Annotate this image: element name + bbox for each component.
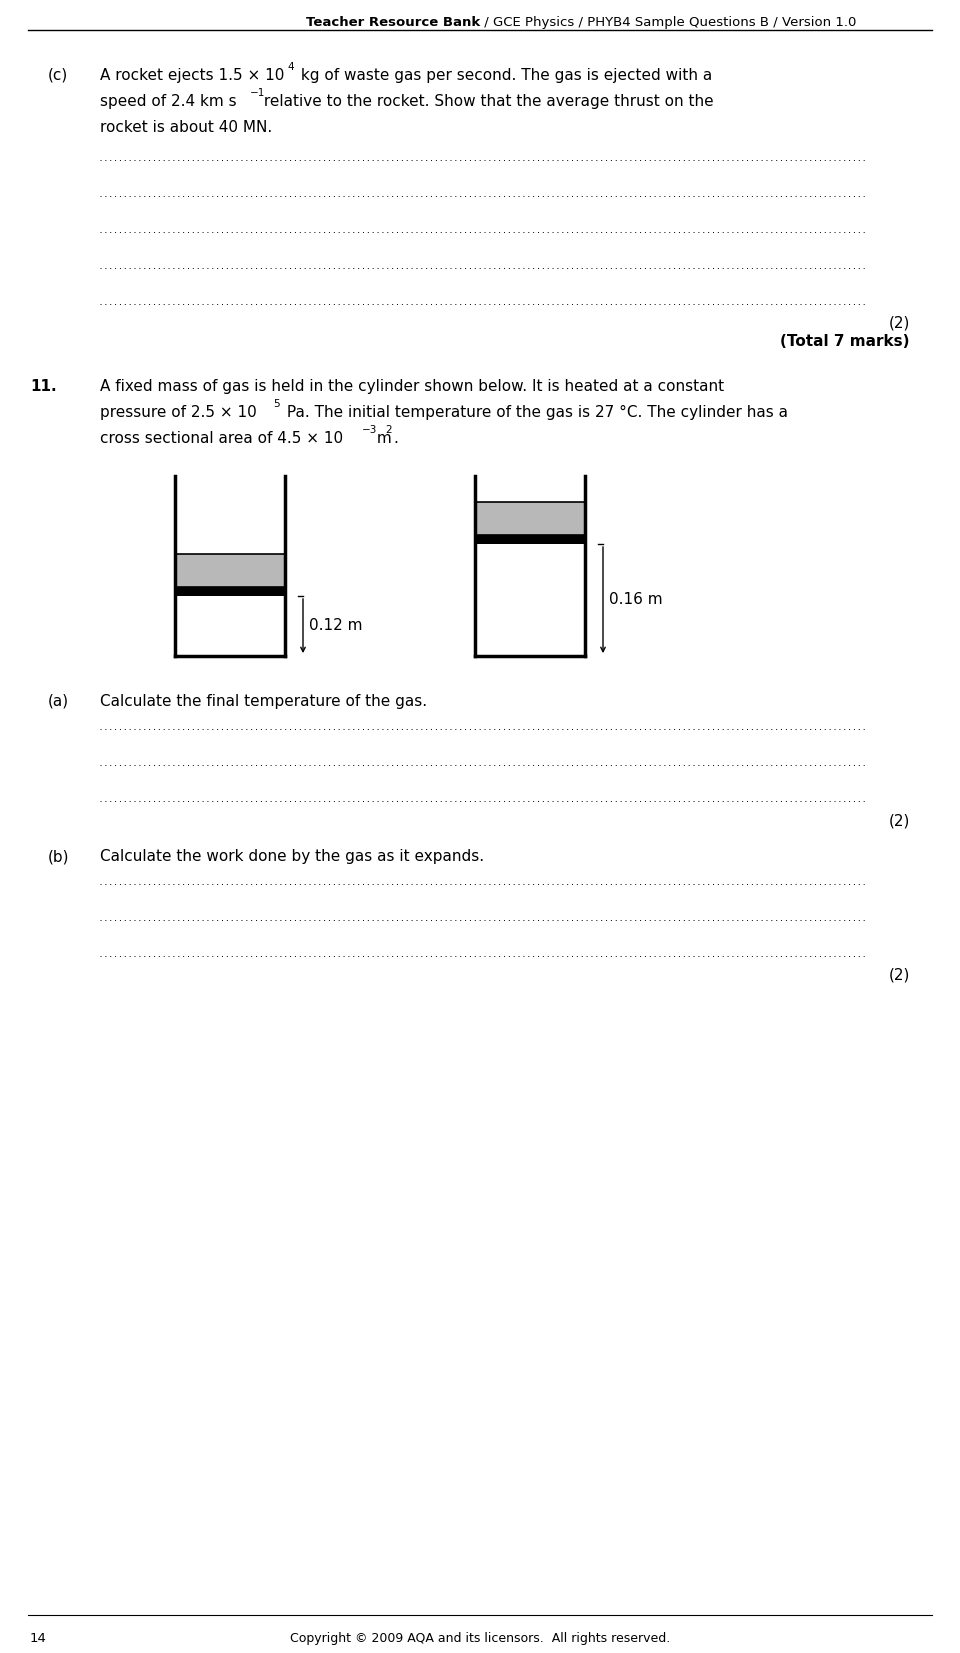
Text: 5: 5 [273, 398, 279, 408]
Text: Copyright © 2009 AQA and its licensors.  All rights reserved.: Copyright © 2009 AQA and its licensors. … [290, 1632, 670, 1645]
Text: Pa. The initial temperature of the gas is 27 °C. The cylinder has a: Pa. The initial temperature of the gas i… [282, 405, 788, 420]
Text: .: . [393, 431, 397, 446]
Text: / GCE Physics / PHYB4 Sample Questions B / Version 1.0: / GCE Physics / PHYB4 Sample Questions B… [480, 17, 856, 30]
Text: 2: 2 [385, 425, 392, 435]
Bar [475, 536, 585, 544]
Text: speed of 2.4 km s: speed of 2.4 km s [100, 94, 236, 109]
Bar [176, 587, 284, 597]
Text: cross sectional area of 4.5 × 10: cross sectional area of 4.5 × 10 [100, 431, 343, 446]
Text: (Total 7 marks): (Total 7 marks) [780, 334, 910, 349]
Text: −1: −1 [250, 88, 265, 98]
Text: A rocket ejects 1.5 × 10: A rocket ejects 1.5 × 10 [100, 68, 284, 83]
Text: (a): (a) [48, 694, 69, 709]
Text: (2): (2) [889, 316, 910, 331]
Bar [176, 554, 284, 587]
Text: −3: −3 [362, 425, 377, 435]
Text: 14: 14 [30, 1632, 47, 1645]
Text: m: m [372, 431, 392, 446]
Text: (2): (2) [889, 969, 910, 984]
Text: Calculate the final temperature of the gas.: Calculate the final temperature of the g… [100, 694, 427, 709]
Text: Teacher Resource Bank: Teacher Resource Bank [305, 17, 480, 30]
Text: (2): (2) [889, 813, 910, 828]
Text: kg of waste gas per second. The gas is ejected with a: kg of waste gas per second. The gas is e… [296, 68, 712, 83]
Text: pressure of 2.5 × 10: pressure of 2.5 × 10 [100, 405, 256, 420]
Text: (b): (b) [48, 850, 69, 865]
Text: 0.16 m: 0.16 m [609, 592, 662, 608]
Text: 4: 4 [287, 63, 294, 73]
Text: A fixed mass of gas is held in the cylinder shown below. It is heated at a const: A fixed mass of gas is held in the cylin… [100, 379, 724, 393]
Bar [475, 503, 585, 536]
Text: 0.12 m: 0.12 m [309, 618, 363, 633]
Text: rocket is about 40 MN.: rocket is about 40 MN. [100, 121, 273, 136]
Text: Calculate the work done by the gas as it expands.: Calculate the work done by the gas as it… [100, 850, 484, 865]
Text: relative to the rocket. Show that the average thrust on the: relative to the rocket. Show that the av… [259, 94, 713, 109]
Text: (c): (c) [48, 68, 68, 83]
Text: 11.: 11. [30, 379, 57, 393]
